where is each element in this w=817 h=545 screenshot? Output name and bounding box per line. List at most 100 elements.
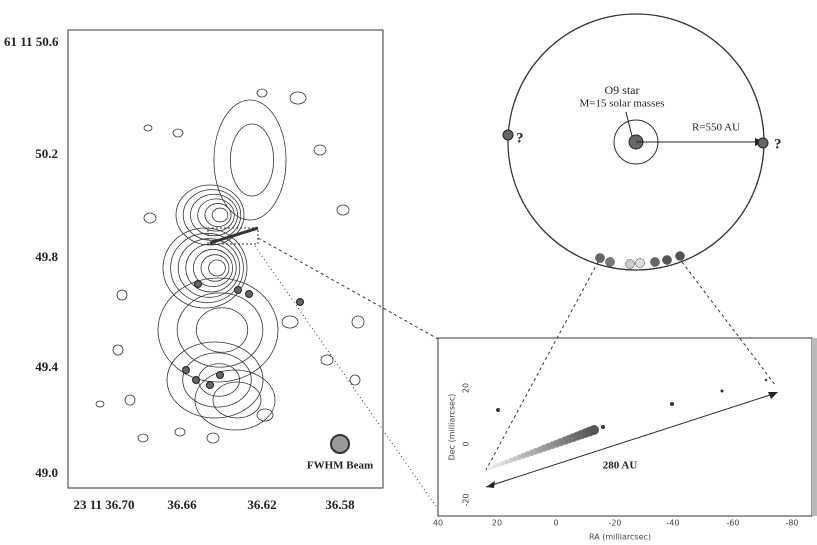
contour [116,289,128,301]
maser-spot [625,259,635,269]
x-tick-label: 36.66 [167,497,197,512]
maser-spot [650,257,660,267]
maser-spot [675,251,685,261]
maser-spot [234,286,242,294]
maser-spot [496,462,501,468]
contour [172,128,184,138]
contour [95,400,105,408]
contour [313,144,327,156]
y-axis-label: Dec (milliarcsec) [448,394,457,461]
contour [192,248,233,288]
contour [124,394,136,406]
contour [213,99,287,221]
zoom-box [207,227,259,245]
maser-spot [206,381,214,389]
y-tick-label: 20 [462,383,471,393]
maser-spot [662,255,672,265]
contour [194,369,276,431]
contour [211,207,229,223]
x-tick-label: 36.62 [247,497,276,512]
maser-spot [500,461,505,466]
beam [330,434,350,454]
x-tick-label: 20 [492,519,502,528]
contour [200,254,230,282]
x-tick-label: 36.58 [325,497,355,512]
x-tick-label: 40 [433,519,443,528]
y-tick-label: 49.8 [35,249,58,264]
contour [195,307,249,353]
maser-spot [589,425,599,435]
contour [256,408,274,422]
maser-line [209,226,259,245]
contour [336,204,350,216]
x-tick-label: 23 11 36.70 [73,497,134,512]
radius-label: R=550 AU [692,122,740,134]
contour [166,341,264,419]
contour [351,315,365,329]
maser-spot [605,257,615,267]
x-tick-label: 0 [553,519,558,528]
y-tick-label: 49.0 [35,465,58,480]
maser-spot [216,371,224,379]
maser-spot [720,389,724,393]
maser-spot [670,402,674,406]
maser-spot [296,298,304,306]
connector [257,237,441,341]
beam-label: FWHM Beam [307,460,373,472]
maser-spot [192,376,200,384]
contour [182,189,242,241]
inset-spots [488,378,768,470]
contour [143,212,157,224]
maser-spot [601,425,605,429]
x-tick-label: -80 [785,519,798,528]
star-label: O9 star [605,83,640,97]
color-bar [812,338,817,516]
maser-spot [635,258,645,268]
contour [190,193,238,237]
length-label: 280 AU [603,460,638,472]
y-tick-label: 49.4 [35,359,58,374]
contour [143,124,153,132]
maser-spot [194,280,202,288]
contour [204,203,232,227]
contour [137,433,149,443]
contour [170,232,244,304]
contour [157,277,279,383]
maser-spot [492,464,497,469]
contour [229,123,274,197]
x-tick-label: -20 [608,519,621,528]
arc-spots [595,251,685,269]
map-frame [67,29,384,489]
maser-spot [488,466,492,470]
maser-spot [496,408,500,412]
x-tick-label: -60 [726,519,739,528]
maser-spot [508,457,514,463]
maser-spot [504,459,510,465]
contour [177,238,241,298]
contour [176,292,264,368]
y-tick-label: 50.2 [35,146,58,161]
maser-spot [757,137,769,149]
contour [206,432,220,444]
mass-label: M=15 solar masses [579,98,664,110]
maser-spot [764,378,768,382]
contour [349,374,361,386]
y-tick-label: 61 11 50.6 [4,34,59,49]
contour [112,344,124,356]
maser-spot [245,290,253,298]
connector [681,261,777,387]
y-tick-label: 0 [462,441,471,446]
contour [175,184,245,246]
maser-spot [182,366,190,374]
length-arrow [485,394,771,488]
contour [256,88,268,98]
y-tick-label: -20 [462,493,471,506]
contour [320,354,334,366]
contour [212,381,262,419]
contour [281,315,299,329]
unknown-marker: ? [516,130,524,146]
maser-spot [502,129,514,141]
arrow-head [486,481,495,488]
contour [182,352,252,408]
